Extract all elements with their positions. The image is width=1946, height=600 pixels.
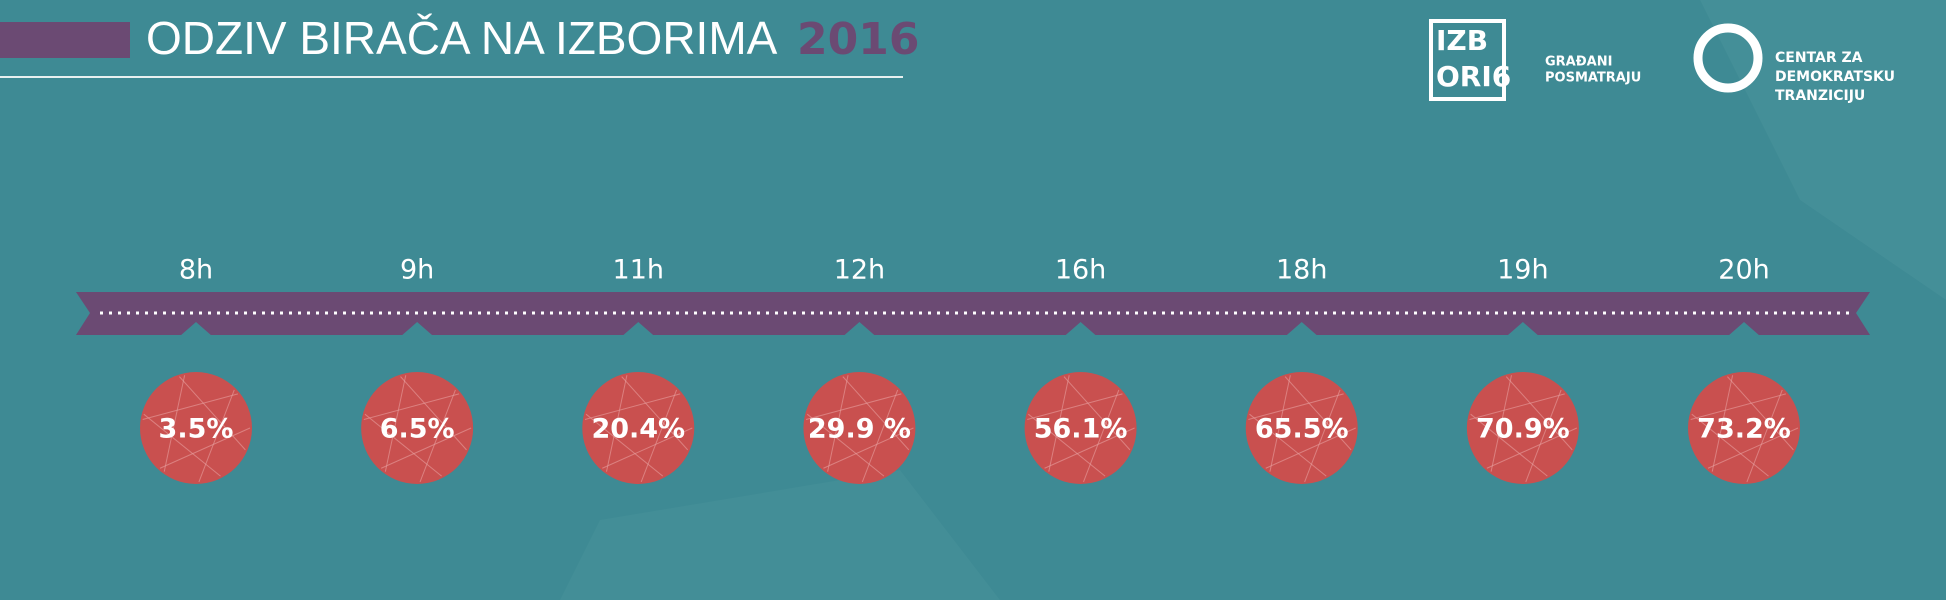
circle-texture — [640, 389, 678, 483]
bg-shape — [560, 470, 1000, 600]
circle-texture — [806, 413, 885, 477]
circle-texture — [1727, 376, 1794, 451]
time-label: 20h — [1718, 255, 1769, 286]
circle-texture — [1711, 375, 1734, 472]
circle-texture — [1490, 375, 1512, 472]
circle-texture — [823, 427, 914, 469]
circle-texture — [1265, 427, 1356, 469]
circle-texture — [842, 376, 910, 451]
circle-texture — [1028, 413, 1106, 477]
ribbon-notch — [401, 322, 434, 336]
circle-texture — [1486, 427, 1578, 469]
circle-texture — [585, 413, 664, 477]
logo-text: ORI6 — [1436, 60, 1511, 93]
circle-texture — [1044, 427, 1135, 469]
circle-texture — [1063, 376, 1131, 451]
value-label: 3.5% — [159, 414, 234, 445]
ribbon-notch — [1506, 322, 1539, 336]
circle-texture — [1691, 413, 1769, 477]
circle-texture — [1470, 413, 1548, 477]
circle-texture — [163, 375, 186, 472]
circle-texture — [1707, 427, 1799, 469]
logo-text: POSMATRAJU — [1545, 71, 1641, 86]
time-label: 18h — [1276, 255, 1327, 286]
value-label: 6.5% — [380, 414, 455, 445]
value-label: 56.1% — [1034, 414, 1128, 445]
logo-icon — [1693, 23, 1763, 93]
ribbon-notch — [180, 322, 212, 336]
time-label: 11h — [613, 255, 664, 286]
circle-texture — [827, 375, 849, 472]
circle-texture — [1027, 393, 1123, 420]
circle-texture — [584, 393, 681, 420]
ribbon-notch — [1285, 322, 1318, 336]
circle-texture — [384, 375, 407, 472]
title-year: 2016 — [797, 14, 919, 65]
time-label: 8h — [179, 255, 213, 286]
value-label: 65.5% — [1255, 414, 1349, 445]
circle-texture — [606, 375, 628, 472]
circle-texture — [1525, 389, 1562, 483]
circle-texture — [143, 413, 221, 477]
circle-texture — [1248, 393, 1344, 420]
circle-texture — [419, 389, 456, 483]
ribbon-notch — [843, 322, 876, 336]
title-bar — [0, 22, 130, 58]
circle-texture — [363, 393, 460, 420]
circle-texture — [1505, 376, 1573, 451]
circle-texture — [1048, 375, 1070, 472]
logo-text: DEMOKRATSKU — [1775, 69, 1895, 85]
circle-texture — [1249, 413, 1327, 477]
time-label: 9h — [400, 255, 434, 286]
logo-text: CENTAR ZA — [1775, 50, 1863, 66]
circle-texture — [198, 389, 235, 483]
title: ODZIV BIRAČA NA IZBORIMA — [146, 12, 778, 64]
value-label: 29.9 % — [808, 414, 911, 445]
ribbon-notch — [622, 322, 655, 336]
circle-texture — [142, 393, 239, 420]
circle-texture — [380, 427, 472, 469]
circle-texture — [1284, 376, 1352, 451]
bg-shape — [1700, 0, 1946, 300]
circle-texture — [1083, 389, 1120, 483]
circle-texture — [621, 376, 689, 451]
ribbon-notch — [1064, 322, 1097, 336]
circle-texture — [364, 413, 442, 477]
time-label: 19h — [1497, 255, 1548, 286]
circle-texture — [400, 376, 467, 451]
circle-texture — [1690, 393, 1787, 420]
value-label: 70.9% — [1476, 414, 1570, 445]
value-label: 73.2% — [1697, 414, 1791, 445]
time-label: 12h — [834, 255, 885, 286]
logo-text: TRANZICIJU — [1775, 88, 1865, 104]
circle-texture — [1269, 375, 1291, 472]
logo-box — [1429, 19, 1506, 101]
circle-texture — [1469, 393, 1565, 420]
circle-texture — [1304, 389, 1341, 483]
circle-texture — [159, 427, 251, 469]
circle-texture — [861, 389, 899, 483]
logo-text: GRAĐANI — [1545, 55, 1612, 70]
time-label: 16h — [1055, 255, 1106, 286]
value-label: 20.4% — [591, 414, 685, 445]
circle-texture — [602, 427, 693, 469]
circle-texture — [179, 376, 246, 451]
circle-texture — [1746, 389, 1783, 483]
circle-texture — [805, 393, 902, 420]
logo-text: IZB — [1436, 24, 1488, 57]
ribbon-notch — [1728, 322, 1760, 336]
